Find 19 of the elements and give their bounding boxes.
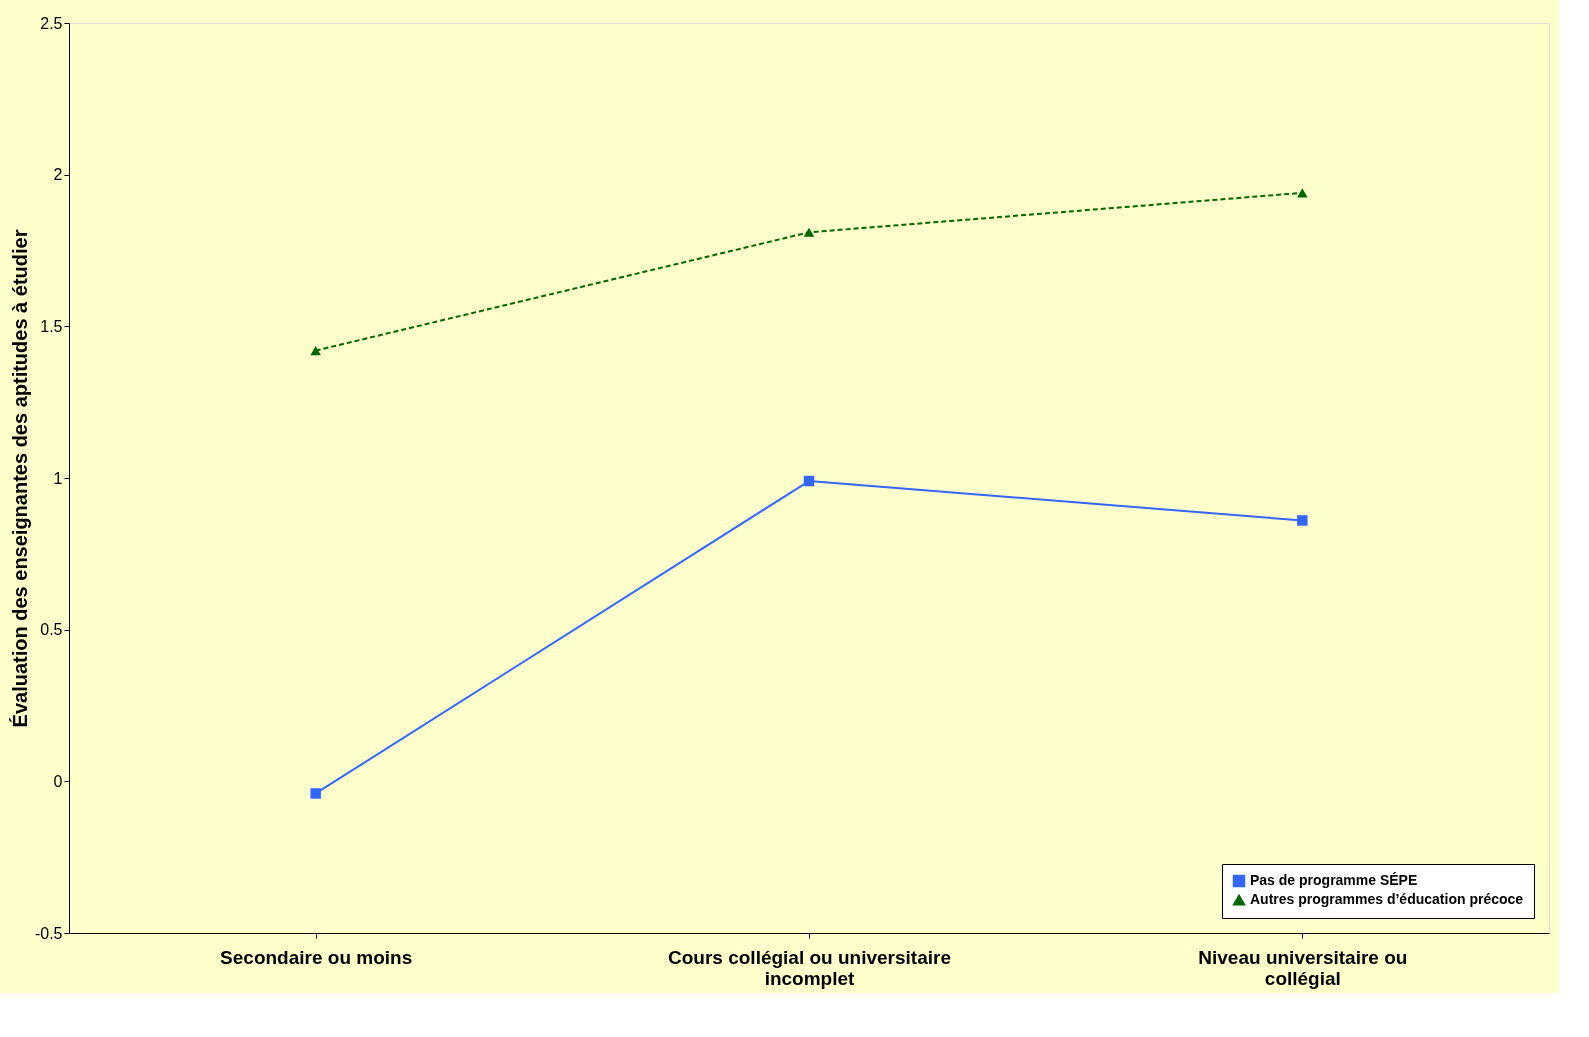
y-tick-label: 0.5 <box>40 621 63 639</box>
point <box>803 475 815 487</box>
y-tick-label: 2 <box>53 166 63 184</box>
y-tick-label: 2.5 <box>40 14 63 32</box>
point <box>1297 515 1308 526</box>
x-tick-label: Niveau universitaire ou collégial <box>1198 946 1408 989</box>
y-axis-title: Évaluation des enseignantes des aptitudes à étudier <box>8 229 31 728</box>
y-tick-label: 1 <box>53 469 63 487</box>
legend-label: Pas de programme SÉPE <box>1250 872 1418 888</box>
point <box>803 227 815 237</box>
legend-label: Autres programmes d’éducation précoce <box>1250 891 1524 907</box>
point <box>1297 188 1308 198</box>
y-tick-label: 1.5 <box>40 317 63 335</box>
x-tick-label: Secondaire ou moins <box>220 946 413 968</box>
y-tick-label: -0.5 <box>34 924 63 942</box>
point <box>310 346 321 356</box>
y-tick-label: 0 <box>53 772 63 790</box>
point <box>310 788 321 799</box>
x-tick-label: Cours collégial ou universitaire incomplet <box>668 946 951 989</box>
